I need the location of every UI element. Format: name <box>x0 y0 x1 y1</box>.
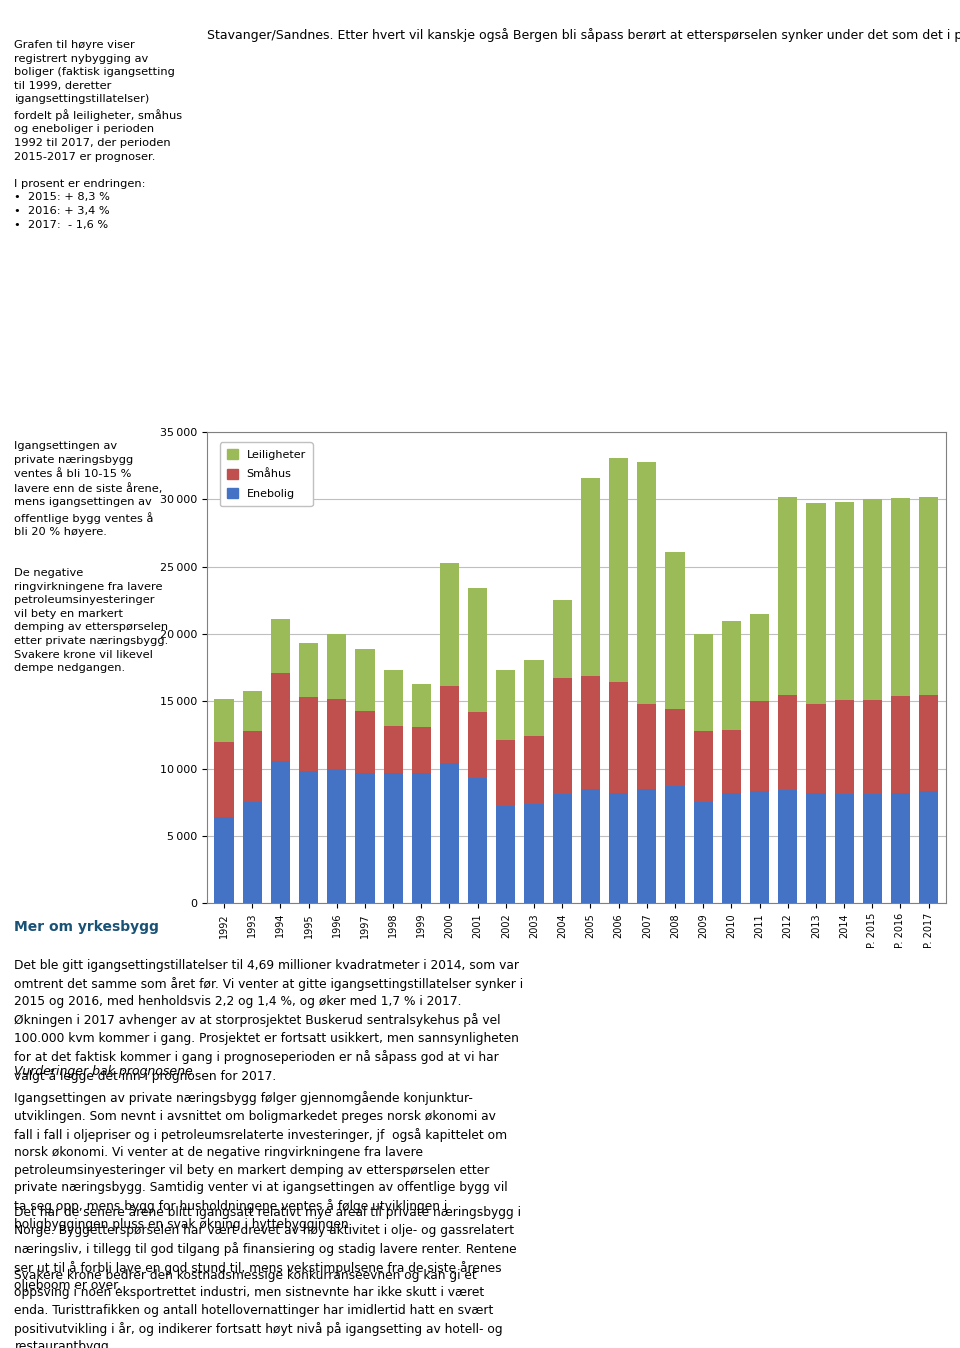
Bar <box>750 613 769 701</box>
Bar <box>271 619 290 673</box>
Bar <box>834 501 853 700</box>
Bar <box>750 791 769 903</box>
Bar <box>834 794 853 903</box>
Bar <box>468 778 488 903</box>
Bar <box>665 709 684 786</box>
Text: Det har de senere årene blitt igangsatt relativt mye areal til private næringsby: Det har de senere årene blitt igangsatt … <box>14 1205 521 1293</box>
Bar <box>355 710 374 772</box>
Bar <box>779 790 798 903</box>
Text: Igangsettingen av private næringsbygg følger gjennomgående konjunktur-
utvikling: Igangsettingen av private næringsbygg fø… <box>14 1092 508 1231</box>
Bar <box>524 803 543 903</box>
Bar <box>327 698 347 768</box>
Bar <box>412 683 431 727</box>
Bar <box>440 686 459 763</box>
Bar <box>919 496 938 694</box>
Bar <box>214 817 233 903</box>
Bar <box>806 793 826 903</box>
Bar <box>779 694 798 790</box>
Text: Stavanger/Sandnes. Etter hvert vil kanskje også Bergen bli såpass berørt at ette: Stavanger/Sandnes. Etter hvert vil kansk… <box>207 28 960 42</box>
Bar <box>243 731 262 802</box>
Bar <box>440 763 459 903</box>
Bar <box>271 673 290 760</box>
Bar <box>243 802 262 903</box>
Bar <box>891 497 910 696</box>
Bar <box>665 786 684 903</box>
Bar <box>637 461 657 704</box>
Bar <box>637 704 657 789</box>
Bar <box>665 551 684 709</box>
Bar <box>299 697 318 771</box>
Bar <box>750 701 769 791</box>
Bar <box>581 477 600 675</box>
Bar <box>524 659 543 736</box>
Bar <box>553 794 572 903</box>
Bar <box>609 457 628 682</box>
Bar <box>581 675 600 789</box>
Bar <box>693 731 712 802</box>
Bar <box>581 789 600 903</box>
Bar <box>299 643 318 697</box>
Bar <box>834 700 853 794</box>
Bar <box>919 791 938 903</box>
Bar <box>779 496 798 694</box>
Bar <box>722 729 741 793</box>
Bar <box>384 772 402 903</box>
Text: Igangsettingen av
private næringsbygg
ventes å bli 10-15 %
lavere enn de siste å: Igangsettingen av private næringsbygg ve… <box>14 441 169 673</box>
Bar <box>327 768 347 903</box>
Text: Svakere krone bedrer den kostnadsmessige konkurranseevnen og kan gi et
oppsving : Svakere krone bedrer den kostnadsmessige… <box>14 1268 503 1348</box>
Bar <box>891 793 910 903</box>
Bar <box>693 634 712 731</box>
Bar <box>806 704 826 793</box>
Bar <box>524 736 543 803</box>
Bar <box>891 696 910 793</box>
Bar <box>496 806 516 903</box>
Bar <box>327 634 347 698</box>
Bar <box>863 499 882 700</box>
Legend: Leiligheter, Småhus, Enebolig: Leiligheter, Småhus, Enebolig <box>220 442 313 506</box>
Text: Grafen til høyre viser
registrert nybygging av
boliger (faktisk igangsetting
til: Grafen til høyre viser registrert nybygg… <box>14 40 182 229</box>
Bar <box>863 794 882 903</box>
Bar <box>693 802 712 903</box>
Bar <box>412 727 431 772</box>
Bar <box>722 793 741 903</box>
Text: Vurderinger bak prognosene: Vurderinger bak prognosene <box>14 1065 193 1078</box>
Bar <box>355 648 374 710</box>
Bar <box>919 694 938 791</box>
Bar <box>806 503 826 704</box>
Bar <box>299 771 318 903</box>
Bar <box>214 698 233 741</box>
Bar <box>609 793 628 903</box>
Bar <box>496 740 516 806</box>
Bar <box>722 620 741 729</box>
Bar <box>637 789 657 903</box>
Text: Det ble gitt igangsettingstillatelser til 4,69 millioner kvadratmeter i 2014, so: Det ble gitt igangsettingstillatelser ti… <box>14 958 523 1082</box>
Bar <box>468 588 488 712</box>
Bar <box>440 562 459 686</box>
Bar <box>496 670 516 740</box>
Bar <box>214 741 233 817</box>
Bar <box>355 772 374 903</box>
Bar <box>243 690 262 731</box>
Bar <box>609 682 628 793</box>
Bar <box>412 772 431 903</box>
Bar <box>271 760 290 903</box>
Bar <box>863 700 882 794</box>
Bar <box>384 725 402 772</box>
Bar <box>553 678 572 794</box>
Text: Mer om yrkesbygg: Mer om yrkesbygg <box>14 921 159 934</box>
Bar <box>553 600 572 678</box>
Bar <box>384 670 402 725</box>
Bar <box>468 712 488 778</box>
